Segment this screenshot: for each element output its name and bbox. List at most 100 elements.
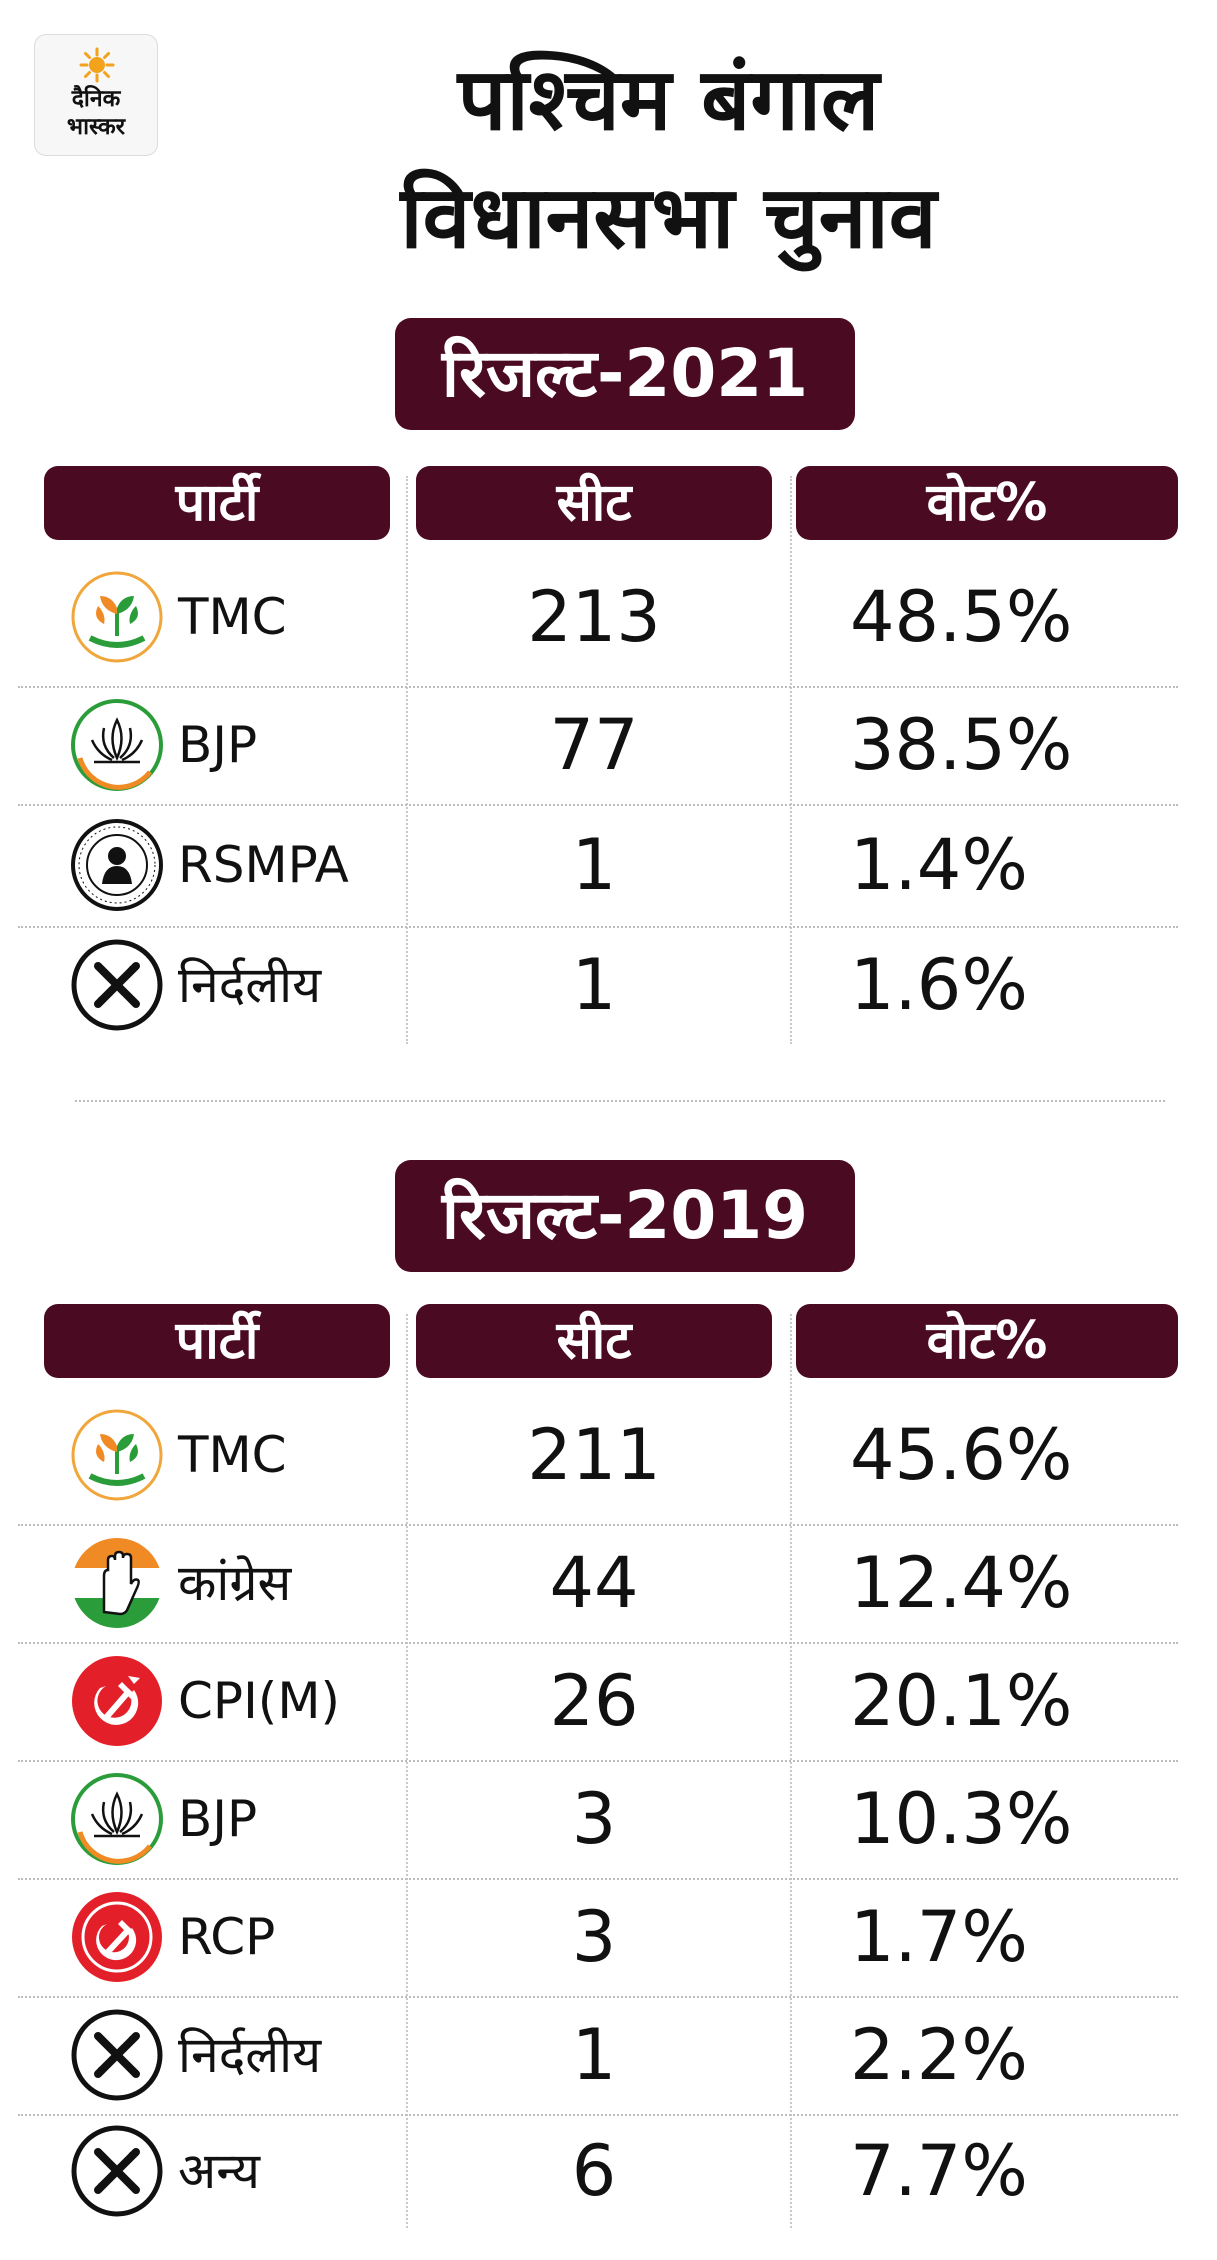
vote-percent: 2.2%	[850, 2014, 1028, 2096]
page-title-line2: विधानसभा चुनाव	[400, 168, 937, 268]
row-divider	[18, 686, 1178, 688]
rcp-hammer-sickle-icon	[72, 1892, 162, 1982]
table-row: CPI(M) 26 20.1%	[0, 1642, 1217, 1760]
party-name: निर्दलीय	[178, 2026, 322, 2084]
table-row: TMC 211 45.6%	[0, 1386, 1217, 1524]
party-name: CPI(M)	[178, 1672, 340, 1730]
vote-percent: 45.6%	[850, 1414, 1073, 1496]
row-divider	[18, 1524, 1178, 1526]
row-divider	[18, 1878, 1178, 1880]
independent-cross-icon	[71, 2009, 163, 2101]
seat-count: 1	[571, 944, 617, 1026]
header-party: पार्टी	[44, 1304, 390, 1378]
party-cell: CPI(M)	[70, 1642, 340, 1760]
seat-count: 6	[571, 2130, 617, 2212]
bjp-lotus-icon	[71, 1773, 163, 1865]
party-cell: अन्य	[70, 2114, 260, 2228]
table-row: BJP 3 10.3%	[0, 1760, 1217, 1878]
row-divider	[18, 804, 1178, 806]
seat-count: 211	[527, 1414, 661, 1496]
vote-percent: 1.7%	[850, 1896, 1028, 1978]
result-banner-0: रिजल्ट-2021	[395, 318, 855, 430]
column-divider	[406, 1314, 408, 2228]
section-divider	[75, 1100, 1165, 1102]
independent-cross-icon	[70, 938, 164, 1032]
party-cell: TMC	[70, 1386, 287, 1524]
party-cell: निर्दलीय	[70, 1996, 321, 2114]
column-divider	[790, 1314, 792, 2228]
logo-text-line1: दैनिक	[71, 86, 121, 112]
table-row: निर्दलीय 1 1.6%	[0, 926, 1217, 1044]
seat-count: 213	[527, 576, 661, 658]
table-row: RSMPA 1 1.4%	[0, 804, 1217, 926]
party-cell: कांग्रेस	[70, 1524, 291, 1642]
party-name: BJP	[178, 716, 258, 774]
party-name: RSMPA	[178, 836, 349, 894]
seat-count: 77	[549, 704, 639, 786]
other-cross-icon	[70, 2124, 164, 2218]
cpim-hammer-sickle-icon	[72, 1656, 162, 1746]
rsmpa-seal-icon	[71, 819, 163, 911]
party-name: RCP	[178, 1908, 276, 1966]
bjp-lotus-icon	[70, 698, 164, 792]
vote-percent: 12.4%	[850, 1542, 1073, 1624]
party-name: अन्य	[178, 2142, 260, 2200]
vote-percent: 20.1%	[850, 1660, 1073, 1742]
header-vote: वोट%	[796, 466, 1178, 540]
vote-percent: 38.5%	[850, 704, 1073, 786]
seat-count: 3	[571, 1896, 617, 1978]
row-divider	[18, 1642, 1178, 1644]
party-name: TMC	[178, 588, 287, 646]
bjp-lotus-icon	[71, 699, 163, 791]
congress-hand-icon	[72, 1538, 162, 1628]
table-row: कांग्रेस 44 12.4%	[0, 1524, 1217, 1642]
sun-logo-icon	[79, 47, 115, 83]
tmc-flower-icon	[70, 570, 164, 664]
party-cell: BJP	[70, 1760, 257, 1878]
dainik-bhaskar-logo: दैनिक भास्कर	[34, 34, 158, 156]
vote-percent: 10.3%	[850, 1778, 1073, 1860]
result-banner-1: रिजल्ट-2019	[395, 1160, 855, 1272]
table-row: अन्य 6 7.7%	[0, 2114, 1217, 2228]
seat-count: 1	[571, 2014, 617, 2096]
party-cell: निर्दलीय	[70, 926, 321, 1044]
header-party: पार्टी	[44, 466, 390, 540]
party-name: BJP	[178, 1790, 258, 1848]
table-row: RCP 3 1.7%	[0, 1878, 1217, 1996]
bjp-lotus-icon	[70, 1772, 164, 1866]
cpim-hammer-sickle-icon	[70, 1654, 164, 1748]
row-divider	[18, 926, 1178, 928]
party-name: निर्दलीय	[178, 956, 322, 1014]
party-name: TMC	[178, 1426, 287, 1484]
seat-count: 26	[549, 1660, 639, 1742]
table-row: निर्दलीय 1 2.2%	[0, 1996, 1217, 2114]
rsmpa-seal-icon	[70, 818, 164, 912]
party-name: कांग्रेस	[178, 1554, 292, 1612]
vote-percent: 1.6%	[850, 944, 1028, 1026]
header-vote: वोट%	[796, 1304, 1178, 1378]
header-seat: सीट	[416, 466, 772, 540]
other-cross-icon	[71, 2125, 163, 2217]
header-seat: सीट	[416, 1304, 772, 1378]
congress-hand-icon	[70, 1536, 164, 1630]
column-divider	[790, 476, 792, 1044]
party-cell: BJP	[70, 686, 257, 804]
table-row: BJP 77 38.5%	[0, 686, 1217, 804]
row-divider	[18, 1760, 1178, 1762]
tmc-flower-icon	[70, 1408, 164, 1502]
vote-percent: 48.5%	[850, 576, 1073, 658]
independent-cross-icon	[70, 2008, 164, 2102]
party-cell: RSMPA	[70, 804, 349, 926]
vote-percent: 7.7%	[850, 2130, 1028, 2212]
party-cell: RCP	[70, 1878, 275, 1996]
page-title-line1: पश्चिम बंगाल	[457, 50, 880, 150]
tmc-flower-icon	[71, 1409, 163, 1501]
independent-cross-icon	[71, 939, 163, 1031]
logo-text-line2: भास्कर	[66, 114, 126, 140]
seat-count: 1	[571, 824, 617, 906]
vote-percent: 1.4%	[850, 824, 1028, 906]
tmc-flower-icon	[71, 571, 163, 663]
party-cell: TMC	[70, 548, 287, 686]
rcp-hammer-sickle-icon	[70, 1890, 164, 1984]
column-divider	[406, 476, 408, 1044]
